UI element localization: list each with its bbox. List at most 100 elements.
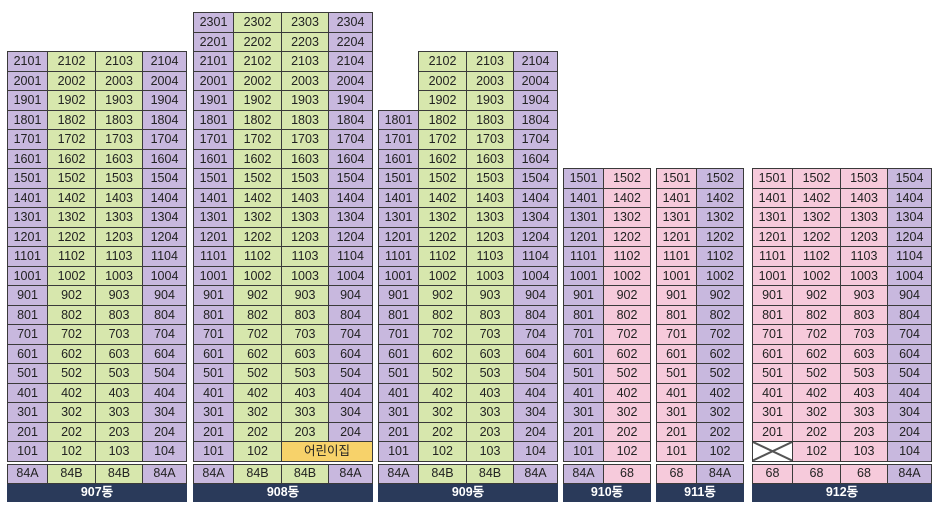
unit-cell: 101 <box>656 441 697 462</box>
unit-cell: 102 <box>233 441 282 462</box>
unit-type-cell: 84B <box>95 464 143 484</box>
unit-cell: 203 <box>281 421 329 442</box>
unit-cell: 403 <box>281 382 329 403</box>
unit-cell: 802 <box>233 304 282 325</box>
unit-cell: 1102 <box>418 246 467 267</box>
unit-cell: 304 <box>513 402 558 423</box>
unit-cell: 1101 <box>378 246 419 267</box>
unit-cell: 304 <box>142 402 187 423</box>
unit-cell: 1903 <box>466 90 514 111</box>
unit-cell: 803 <box>95 304 143 325</box>
unit-cell: 401 <box>563 382 604 403</box>
unit-cell: 1303 <box>840 207 888 228</box>
unit-cell: 1404 <box>513 187 558 208</box>
unit-cell: 702 <box>47 324 96 345</box>
unit-cell: 2302 <box>233 12 282 33</box>
unit-cell: 1001 <box>656 265 697 286</box>
unit-type-cell: 68 <box>752 464 793 484</box>
unit-cell: 904 <box>328 285 373 306</box>
unit-cell: 703 <box>466 324 514 345</box>
unit-cell: 1202 <box>418 226 467 247</box>
unit-cell: 401 <box>193 382 234 403</box>
unit-cell: 1401 <box>656 187 697 208</box>
unit-cell: 803 <box>281 304 329 325</box>
building-label: 907동 <box>7 484 187 502</box>
unit-cell: 104 <box>142 441 187 462</box>
unit-cell: 202 <box>696 421 744 442</box>
unit-cell: 502 <box>418 363 467 384</box>
unit-cell: 303 <box>95 402 143 423</box>
unit-cell: 2103 <box>281 51 329 72</box>
unit-cell: 302 <box>696 402 744 423</box>
building-label: 912동 <box>752 484 932 502</box>
unit-cell: 703 <box>840 324 888 345</box>
unit-cell: 1403 <box>466 187 514 208</box>
unit-cell: 102 <box>47 441 96 462</box>
unit-cell: 1901 <box>193 90 234 111</box>
unit-cell: 902 <box>792 285 841 306</box>
unit-cell: 301 <box>563 402 604 423</box>
unit-cell: 1002 <box>603 265 651 286</box>
unit-cell: 2203 <box>281 31 329 52</box>
unit-cell: 303 <box>840 402 888 423</box>
unit-cell: 1704 <box>513 129 558 150</box>
unit-cell: 901 <box>193 285 234 306</box>
unit-type-cell: 84A <box>513 464 558 484</box>
unit-cell: 1603 <box>95 148 143 169</box>
unit-cell: 302 <box>418 402 467 423</box>
unit-cell: 401 <box>7 382 48 403</box>
unit-cell: 1001 <box>193 265 234 286</box>
unit-cell: 504 <box>513 363 558 384</box>
unit-type-cell: 84B <box>233 464 282 484</box>
unit-cell: 1202 <box>696 226 744 247</box>
unit-cell: 203 <box>466 421 514 442</box>
unit-cell: 303 <box>466 402 514 423</box>
unit-cell: 1001 <box>563 265 604 286</box>
unit-cell: 1101 <box>752 246 793 267</box>
unit-cell: 201 <box>752 421 793 442</box>
unit-cell: 1304 <box>887 207 932 228</box>
unit-cell: 1401 <box>7 187 48 208</box>
unit-cell: 804 <box>513 304 558 325</box>
unit-cell: 1203 <box>281 226 329 247</box>
unit-cell: 802 <box>47 304 96 325</box>
unit-type-cell: 84A <box>142 464 187 484</box>
unit-cell: 404 <box>142 382 187 403</box>
unit-cell: 202 <box>47 421 96 442</box>
unit-cell: 1902 <box>418 90 467 111</box>
unit-cell: 503 <box>840 363 888 384</box>
unit-cell: 901 <box>7 285 48 306</box>
unit-cell: 301 <box>656 402 697 423</box>
unit-cell: 1703 <box>95 129 143 150</box>
unit-cell: 1801 <box>378 109 419 130</box>
unit-cell: 502 <box>792 363 841 384</box>
unit-cell: 702 <box>603 324 651 345</box>
unit-cell: 1404 <box>142 187 187 208</box>
unit-cell: 903 <box>466 285 514 306</box>
unit-cell: 401 <box>378 382 419 403</box>
unit-cell: 301 <box>193 402 234 423</box>
unit-cell: 1002 <box>696 265 744 286</box>
unit-cell: 302 <box>603 402 651 423</box>
unit-cell: 602 <box>603 343 651 364</box>
unit-cell: 403 <box>95 382 143 403</box>
unit-cell: 1502 <box>233 168 282 189</box>
unit-cell: 1501 <box>656 168 697 189</box>
unit-cell: 802 <box>696 304 744 325</box>
unit-cell: 203 <box>95 421 143 442</box>
unit-cell: 1402 <box>696 187 744 208</box>
unit-cell: 104 <box>513 441 558 462</box>
unit-cell: 2104 <box>513 51 558 72</box>
unit-cell: 504 <box>142 363 187 384</box>
unit-cell: 704 <box>513 324 558 345</box>
unit-cell: 401 <box>656 382 697 403</box>
unit-cell: 904 <box>887 285 932 306</box>
unit-cell: 1904 <box>328 90 373 111</box>
unit-cell: 1202 <box>792 226 841 247</box>
unit-type-cell: 84A <box>193 464 234 484</box>
unit-cell: 1604 <box>328 148 373 169</box>
unit-cell: 101 <box>193 441 234 462</box>
unit-cell: 1204 <box>328 226 373 247</box>
unit-cell: 2003 <box>95 70 143 91</box>
unit-cell: 504 <box>887 363 932 384</box>
